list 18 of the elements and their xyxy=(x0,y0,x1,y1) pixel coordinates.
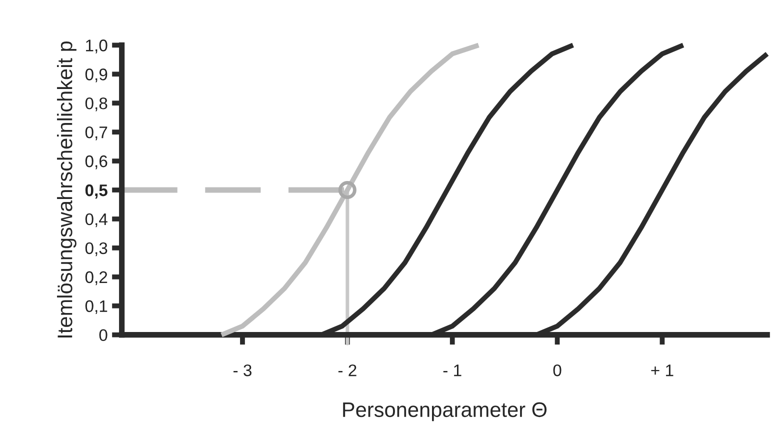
x-tick-label: - 3 xyxy=(234,364,252,376)
x-tick-label: 0 xyxy=(553,364,562,376)
y-tick-label: 0,5 xyxy=(85,184,108,199)
y-tick-label: 0,8 xyxy=(85,97,108,112)
y-axis-title: Itemlösungswahrscheinlichkeit p xyxy=(57,41,76,338)
y-tick-label: 0,1 xyxy=(85,300,108,314)
y-tick-label: 0,2 xyxy=(85,271,108,286)
y-tick-label: 0,7 xyxy=(85,126,108,140)
x-axis-title: Personenparameter Θ xyxy=(343,402,547,422)
y-tick-label: 1,0 xyxy=(86,40,108,54)
y-tick-label: 0 xyxy=(99,329,108,342)
y-tick-label: 0,3 xyxy=(85,242,108,256)
y-tick-label: 0,6 xyxy=(85,155,108,170)
y-tick-label: 0,9 xyxy=(85,68,108,82)
x-tick-label: - 2 xyxy=(338,364,356,376)
x-tick-label: + 1 xyxy=(651,364,674,376)
y-tick-label: 0,4 xyxy=(85,213,108,228)
x-tick-label: - 1 xyxy=(443,364,462,376)
